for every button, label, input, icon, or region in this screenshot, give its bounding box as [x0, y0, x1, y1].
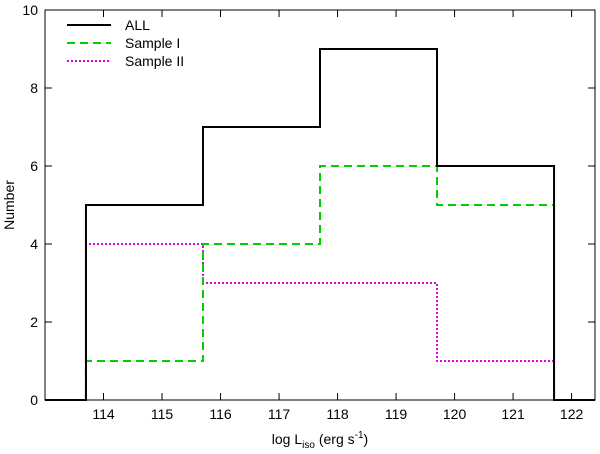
- x-axis-title-close: ): [364, 431, 369, 447]
- x-tick-label: 118: [326, 406, 349, 422]
- legend-label: Sample II: [125, 53, 184, 69]
- legend-label: ALL: [125, 17, 150, 33]
- legend: ALL Sample I Sample II: [67, 17, 184, 69]
- y-tick-label: 8: [30, 80, 38, 96]
- series-sample-ii-line: [45, 243, 595, 401]
- y-tick-label: 10: [22, 2, 38, 18]
- legend-label: Sample I: [125, 35, 180, 51]
- tick-labels: 114 115 116 117 118 119 120 121 122 0 2 4 6 8 10: [22, 2, 583, 422]
- series-sample-i-line: [45, 165, 595, 401]
- x-axis-title-sub: iso: [302, 440, 315, 451]
- x-tick-label: 120: [443, 406, 467, 422]
- x-tick-label: 119: [385, 406, 408, 422]
- x-tick-label: 114: [92, 406, 115, 422]
- plot-frame: [44, 9, 596, 401]
- x-axis-title-sup: -1: [355, 430, 364, 441]
- y-tick-label: 6: [30, 158, 38, 174]
- y-tick-label: 2: [30, 314, 38, 330]
- x-tick-label: 115: [151, 406, 174, 422]
- series-all-line: [45, 48, 595, 401]
- x-axis-title-base: log L: [272, 431, 303, 447]
- y-axis-title: Number: [1, 180, 17, 230]
- series-layer: [45, 48, 595, 401]
- x-tick-label: 122: [560, 406, 584, 422]
- x-axis-title: log Liso (erg s-1): [272, 430, 368, 451]
- x-tick-label: 117: [268, 406, 291, 422]
- y-tick-label: 4: [30, 236, 38, 252]
- x-axis-title-unit: (erg s: [315, 431, 355, 447]
- x-tick-label: 121: [501, 406, 525, 422]
- y-tick-label: 0: [30, 392, 38, 408]
- x-tick-label: 116: [209, 406, 232, 422]
